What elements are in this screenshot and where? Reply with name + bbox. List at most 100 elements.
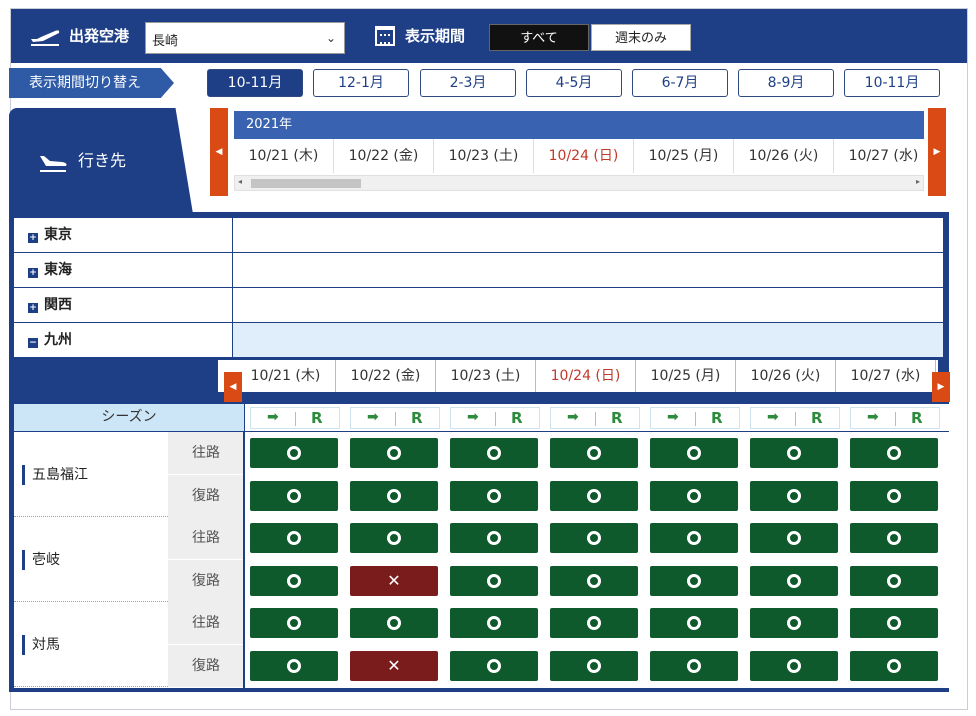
available-cell[interactable]	[650, 438, 738, 468]
scroll-left-arrow-icon[interactable]: ◀	[210, 108, 228, 196]
expand-icon[interactable]: +	[28, 268, 38, 278]
segment-all[interactable]: すべて	[489, 24, 589, 51]
region-name[interactable]: + 関西	[14, 288, 233, 322]
available-cell[interactable]	[450, 523, 538, 553]
available-cell[interactable]	[650, 651, 738, 681]
chevron-down-icon: ⌄	[325, 31, 336, 45]
period-button[interactable]: 10-11月	[844, 69, 940, 97]
available-cell[interactable]	[550, 608, 638, 638]
scroll-right-icon[interactable]: ▸	[915, 177, 920, 186]
period-button[interactable]: 2-3月	[420, 69, 516, 97]
season-cell: ➡ R	[850, 407, 940, 429]
scroll-left-icon[interactable]: ◂	[238, 177, 243, 186]
circle-icon	[387, 446, 401, 460]
route-name: 壱岐	[22, 550, 60, 570]
grid-scroll-left-arrow-icon[interactable]: ◀	[224, 372, 242, 402]
available-cell[interactable]	[650, 608, 738, 638]
available-cell[interactable]	[650, 481, 738, 511]
period-button[interactable]: 8-9月	[738, 69, 834, 97]
available-cell[interactable]	[350, 523, 438, 553]
available-cell[interactable]	[650, 566, 738, 596]
period-button[interactable]: 12-1月	[313, 69, 409, 97]
available-cell[interactable]	[750, 608, 838, 638]
circle-icon	[587, 446, 601, 460]
available-cell[interactable]	[450, 651, 538, 681]
available-cell[interactable]	[750, 523, 838, 553]
departure-airport-select[interactable]: 長崎 ⌄	[145, 22, 345, 54]
available-cell[interactable]	[250, 651, 338, 681]
circle-icon	[787, 489, 801, 503]
expand-icon[interactable]: +	[28, 233, 38, 243]
available-cell[interactable]	[250, 481, 338, 511]
available-cell[interactable]	[750, 481, 838, 511]
season-cell: ➡ R	[750, 407, 840, 429]
available-cell[interactable]	[750, 438, 838, 468]
segment-weekend-only[interactable]: 週末のみ	[591, 24, 691, 51]
circle-icon	[587, 574, 601, 588]
available-cell[interactable]	[850, 438, 938, 468]
region-row[interactable]: − 九州	[14, 323, 943, 358]
circle-icon	[787, 446, 801, 460]
region-name[interactable]: − 九州	[14, 323, 233, 357]
circle-icon	[287, 659, 301, 673]
available-cell[interactable]	[350, 438, 438, 468]
region-name[interactable]: + 東海	[14, 253, 233, 287]
cross-icon: ✕	[387, 656, 401, 675]
scrollbar-thumb[interactable]	[251, 179, 361, 188]
grid-date-header: 10/23 (土)	[436, 360, 536, 392]
available-cell[interactable]	[250, 608, 338, 638]
calendar-icon	[375, 26, 395, 46]
available-cell[interactable]	[450, 566, 538, 596]
available-cell[interactable]	[550, 566, 638, 596]
available-cell[interactable]	[350, 608, 438, 638]
date-column-header: 10/21 (木)	[234, 139, 334, 173]
available-cell[interactable]	[550, 651, 638, 681]
period-button[interactable]: 4-5月	[526, 69, 622, 97]
region-name[interactable]: + 東京	[14, 218, 233, 252]
grid-date-header: 10/24 (日)	[536, 360, 636, 392]
period-button[interactable]: 6-7月	[632, 69, 728, 97]
expand-icon[interactable]: +	[28, 303, 38, 313]
available-cell[interactable]	[850, 608, 938, 638]
separator	[695, 412, 696, 426]
available-cell[interactable]	[450, 438, 538, 468]
region-row[interactable]: + 関西	[14, 288, 943, 323]
available-cell[interactable]	[750, 566, 838, 596]
available-cell[interactable]	[650, 523, 738, 553]
available-cell[interactable]	[750, 651, 838, 681]
separator	[495, 412, 496, 426]
available-cell[interactable]	[550, 438, 638, 468]
date-header-top: 10/21 (木) 10/22 (金) 10/23 (土) 10/24 (日) 10/2…	[234, 139, 924, 173]
grid-scroll-right-arrow-icon[interactable]: ▶	[932, 372, 950, 402]
available-cell[interactable]	[250, 438, 338, 468]
available-cell[interactable]	[850, 523, 938, 553]
arrow-right-icon: ➡	[767, 409, 779, 425]
circle-icon	[787, 531, 801, 545]
available-cell[interactable]	[550, 481, 638, 511]
available-cell[interactable]	[850, 566, 938, 596]
period-button[interactable]: 10-11月	[207, 69, 303, 97]
circle-icon	[287, 489, 301, 503]
outbound-direction-label: 往路	[168, 432, 244, 474]
region-row[interactable]: + 東海	[14, 253, 943, 288]
available-cell[interactable]	[850, 481, 938, 511]
region-label: 関西	[44, 297, 72, 313]
circle-icon	[587, 616, 601, 630]
available-cell[interactable]	[450, 608, 538, 638]
available-cell[interactable]	[550, 523, 638, 553]
scroll-right-arrow-icon[interactable]: ▶	[928, 108, 946, 196]
collapse-icon[interactable]: −	[28, 338, 38, 348]
grid-date-header: 10/26 (火)	[736, 360, 836, 392]
region-row[interactable]: + 東京	[14, 218, 943, 253]
available-cell[interactable]	[450, 481, 538, 511]
return-direction-label: 復路	[168, 645, 244, 687]
available-cell[interactable]	[850, 651, 938, 681]
grid-date-header: 10/22 (金)	[336, 360, 436, 392]
circle-icon	[487, 659, 501, 673]
arrow-right-icon: ➡	[667, 409, 679, 425]
available-cell[interactable]	[250, 523, 338, 553]
available-cell[interactable]	[350, 481, 438, 511]
horizontal-scrollbar[interactable]: ◂ ▸	[234, 175, 924, 191]
circle-icon	[487, 531, 501, 545]
available-cell[interactable]	[250, 566, 338, 596]
